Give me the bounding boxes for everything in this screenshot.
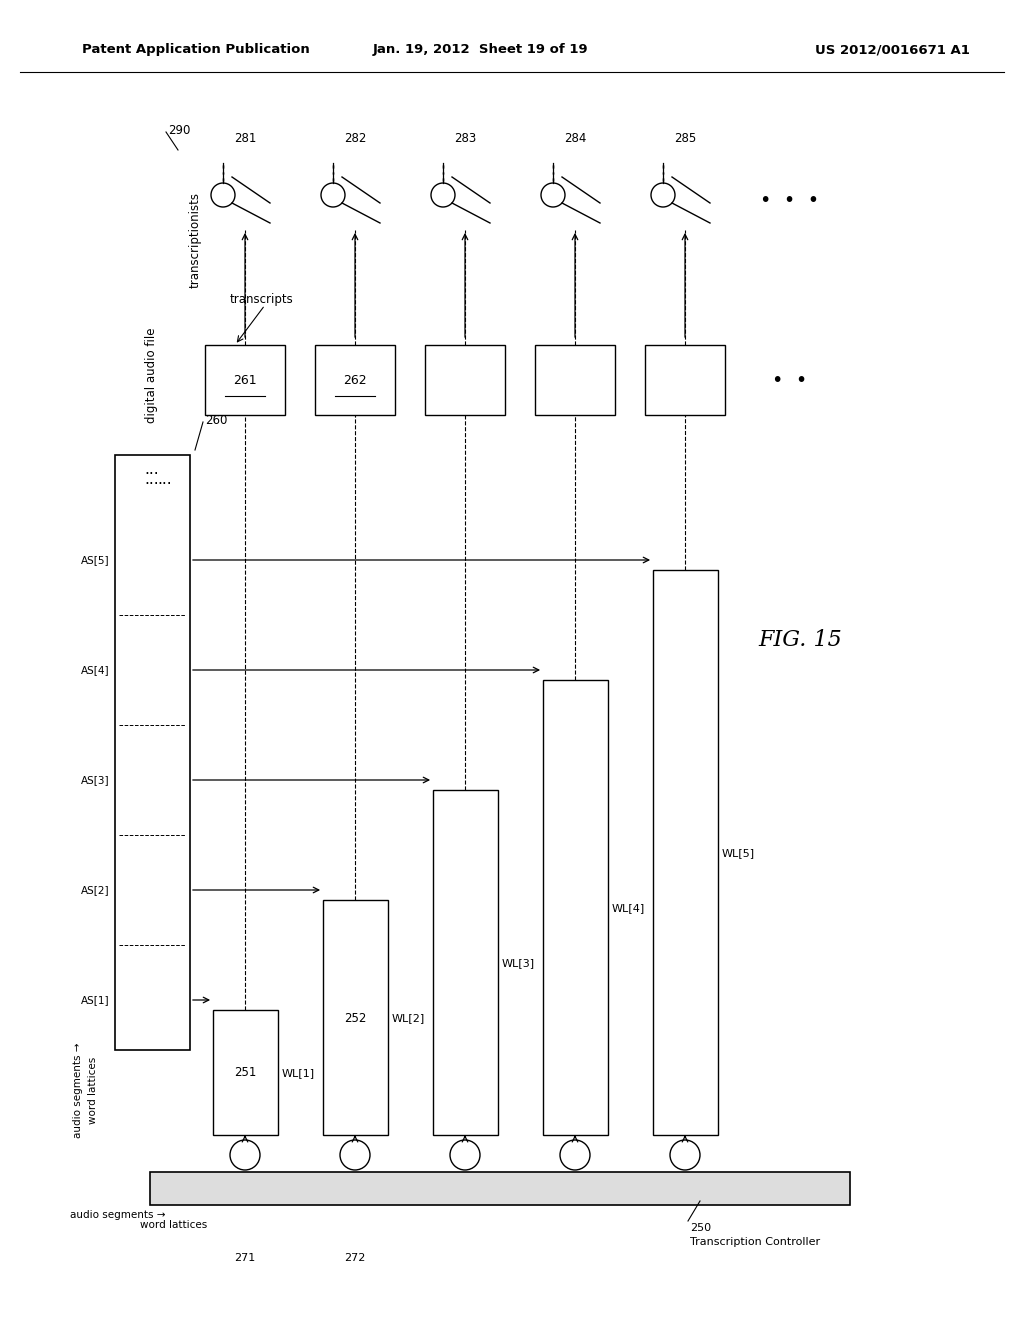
Bar: [315, 345, 395, 414]
Text: 290: 290: [168, 124, 190, 136]
Bar: [535, 345, 615, 414]
Text: US 2012/0016671 A1: US 2012/0016671 A1: [815, 44, 970, 57]
Text: Transcription Controller: Transcription Controller: [690, 1237, 820, 1247]
Text: WL[2]: WL[2]: [392, 1012, 425, 1023]
Text: WL[5]: WL[5]: [722, 847, 755, 858]
Text: AS[3]: AS[3]: [81, 775, 110, 785]
Text: 252: 252: [344, 1011, 367, 1024]
Text: WL[3]: WL[3]: [502, 958, 536, 968]
Text: ...: ...: [144, 462, 160, 478]
Text: FIG. 15: FIG. 15: [758, 630, 842, 651]
Bar: [645, 345, 725, 414]
Text: audio segments →: audio segments →: [70, 1210, 166, 1220]
Text: ...: ...: [144, 473, 160, 487]
Text: 271: 271: [234, 1253, 256, 1263]
Text: digital audio file: digital audio file: [145, 327, 159, 422]
Bar: [425, 345, 505, 414]
Bar: [653, 570, 718, 1135]
Text: 282: 282: [344, 132, 367, 145]
Bar: [115, 455, 190, 1049]
Text: 260: 260: [205, 413, 227, 426]
Bar: [543, 680, 608, 1135]
Text: Jan. 19, 2012  Sheet 19 of 19: Jan. 19, 2012 Sheet 19 of 19: [372, 44, 588, 57]
Text: •  •  •: • • •: [761, 190, 819, 210]
Text: transcripts: transcripts: [230, 293, 294, 306]
Text: 251: 251: [233, 1067, 256, 1080]
Text: 261: 261: [233, 374, 257, 387]
Text: 281: 281: [233, 132, 256, 145]
Text: transcriptionists: transcriptionists: [188, 191, 202, 288]
Text: 272: 272: [344, 1253, 366, 1263]
Text: 283: 283: [454, 132, 476, 145]
Text: 285: 285: [674, 132, 696, 145]
Text: WL[4]: WL[4]: [612, 903, 645, 913]
Text: ...: ...: [158, 473, 172, 487]
Text: word lattices: word lattices: [88, 1056, 98, 1123]
Text: 284: 284: [564, 132, 586, 145]
Text: AS[5]: AS[5]: [81, 554, 110, 565]
Text: AS[1]: AS[1]: [81, 995, 110, 1005]
Text: •  •: • •: [772, 371, 808, 389]
Text: AS[4]: AS[4]: [81, 665, 110, 675]
Text: audio segments →: audio segments →: [73, 1043, 83, 1138]
Text: Patent Application Publication: Patent Application Publication: [82, 44, 309, 57]
Bar: [213, 1010, 278, 1135]
Bar: [205, 345, 285, 414]
Bar: [433, 789, 498, 1135]
Text: WL[1]: WL[1]: [282, 1068, 315, 1078]
Bar: [323, 900, 388, 1135]
Text: 262: 262: [343, 374, 367, 387]
Bar: [150, 1172, 850, 1205]
Text: AS[2]: AS[2]: [81, 884, 110, 895]
Text: word lattices: word lattices: [140, 1220, 207, 1230]
Text: 250: 250: [690, 1224, 711, 1233]
